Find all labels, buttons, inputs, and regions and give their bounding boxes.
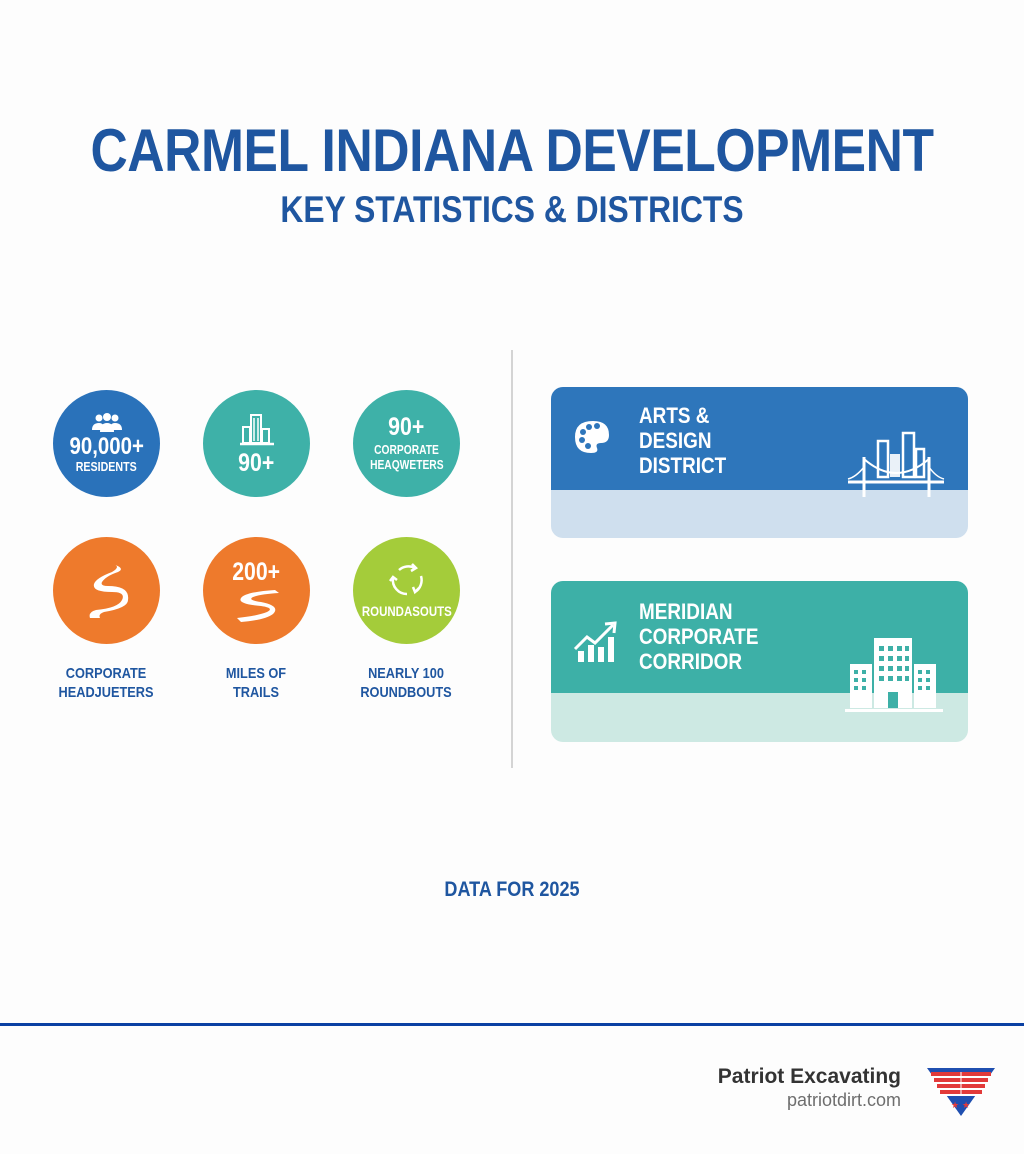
winding-trail-icon: [231, 588, 283, 622]
district-name-line2: DESIGN: [639, 428, 712, 453]
brand-name: Patriot Excavating: [717, 1065, 901, 1088]
caption-line2: HEADJUETERS: [58, 684, 154, 701]
svg-text:★: ★: [962, 1101, 970, 1111]
caption-line1: NEARLY 100: [368, 665, 444, 682]
palette-icon: [573, 419, 611, 460]
stat-roundabouts: ROUNDASOUTS: [353, 537, 460, 644]
growth-chart-icon: [573, 621, 619, 668]
stat-value: 90+: [388, 412, 425, 441]
stat-corporate-hq: 90+ CORPORATE HEAQWETERS: [353, 390, 460, 497]
stat-value: 90,000+: [69, 433, 144, 460]
stat-trails: 200+: [203, 537, 310, 644]
district-name-line2: CORPORATE: [639, 624, 759, 649]
caption-line1: MILES OF: [225, 665, 287, 682]
page-title: CARMEL INDIANA DEVELOPMENT: [90, 117, 934, 184]
office-buildings-icon: [844, 636, 944, 721]
caption-line2: ROUNDBOUTS: [360, 684, 452, 701]
stat-label: RESIDENTS: [75, 459, 138, 474]
recycle-arrows-icon: [387, 562, 427, 598]
stat-caption: CORPORATE HEADJUETERS: [42, 664, 170, 702]
district-name: ARTS & DESIGN DISTRICT: [639, 403, 726, 478]
caption-line1: CORPORATE: [65, 665, 147, 682]
footer-divider: [0, 1023, 1024, 1026]
district-card-arts-design: ARTS & DESIGN DISTRICT: [551, 387, 968, 538]
section-divider: [511, 350, 513, 768]
page-subtitle: KEY STATISTICS & DISTRICTS: [280, 189, 744, 230]
stat-value: 90+: [238, 448, 275, 477]
stat-buildings: 90+: [203, 390, 310, 497]
stat-label-line2: HEAQWETERS: [369, 457, 444, 472]
district-name-line1: MERIDIAN: [639, 599, 733, 624]
caption-line2: TRAILS: [232, 684, 280, 701]
stat-caption: NEARLY 100 ROUNDBOUTS: [342, 664, 470, 702]
district-card-meridian-corridor: MERIDIAN CORPORATE CORRIDOR: [551, 581, 968, 742]
stat-value: 200+: [232, 557, 281, 586]
stat-residents: 90,000+ RESIDENTS: [53, 390, 160, 497]
people-icon: [90, 413, 124, 433]
district-name-line3: DISTRICT: [639, 453, 727, 478]
stat-label: ROUNDASOUTS: [361, 603, 452, 619]
district-name-line1: ARTS &: [639, 403, 710, 428]
patriot-shield-logo-icon: ★ ★: [927, 1068, 995, 1121]
bridge-skyline-icon: [846, 429, 946, 504]
stat-label-line1: CORPORATE: [374, 442, 439, 457]
brand-url[interactable]: patriotdirt.com: [786, 1090, 901, 1110]
stat-trail-icon-circle: [53, 537, 160, 644]
district-name-line3: CORRIDOR: [639, 649, 743, 674]
district-name: MERIDIAN CORPORATE CORRIDOR: [639, 599, 758, 674]
svg-text:★: ★: [951, 1101, 959, 1111]
stat-caption: MILES OF TRAILS: [192, 664, 320, 702]
office-building-icon: [237, 413, 277, 447]
winding-trail-icon: [82, 560, 132, 622]
data-year-note: DATA FOR 2025: [444, 878, 580, 901]
